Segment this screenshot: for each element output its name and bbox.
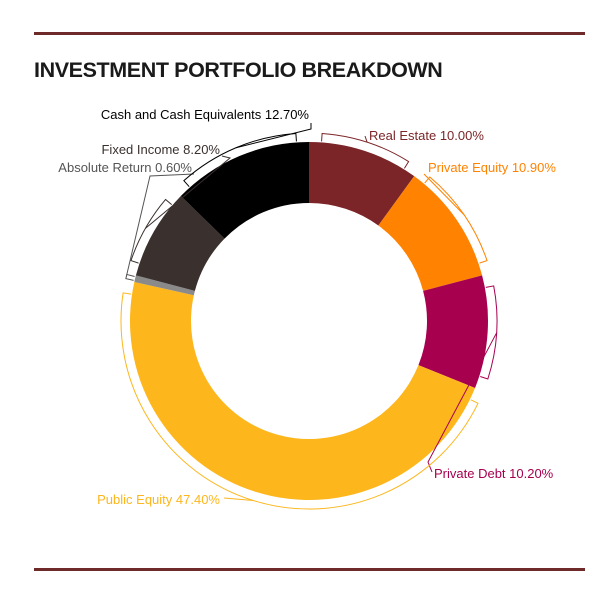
- leader-real-estate: [321, 132, 410, 169]
- leader-fixed-income: [130, 155, 232, 264]
- label-real-estate: Real Estate 10.00%: [369, 128, 484, 143]
- leader-absolute-return: [125, 173, 195, 281]
- slice-fixed-income: [135, 196, 225, 291]
- top-rule: [34, 32, 585, 35]
- slice-private-equity: [378, 176, 483, 291]
- slice-real-estate: [309, 142, 415, 226]
- leader-private-debt: [427, 285, 498, 473]
- label-cash-and-cash-equivalents: Cash and Cash Equivalents 12.70%: [101, 107, 310, 122]
- slice-cash-and-cash-equivalents: [180, 142, 309, 239]
- bottom-rule: [34, 568, 585, 571]
- label-absolute-return: Absolute Return 0.60%: [58, 160, 192, 175]
- chart-title: INVESTMENT PORTFOLIO BREAKDOWN: [34, 58, 443, 82]
- label-private-debt: Private Debt 10.20%: [434, 466, 554, 481]
- leader-public-equity: [120, 292, 479, 510]
- label-public-equity: Public Equity 47.40%: [97, 492, 220, 507]
- slice-private-debt: [418, 275, 488, 388]
- label-private-equity: Private Equity 10.90%: [428, 160, 556, 175]
- leader-cash-and-cash-equivalents: [183, 123, 312, 187]
- label-fixed-income: Fixed Income 8.20%: [101, 142, 220, 157]
- slice-public-equity: [130, 281, 476, 500]
- slice-absolute-return: [134, 275, 195, 296]
- leader-private-equity: [423, 173, 488, 264]
